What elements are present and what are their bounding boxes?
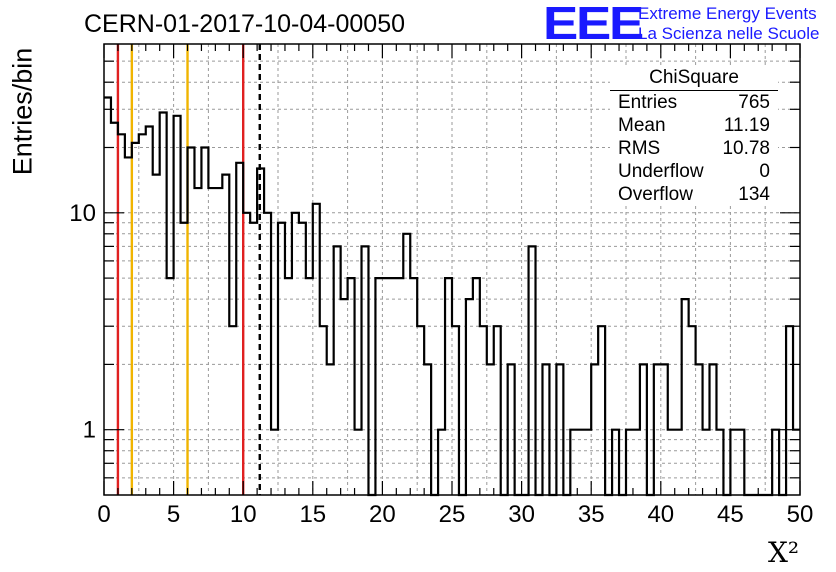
y-tick-label: 1 (83, 417, 96, 444)
y-axis-label: Entries/bin (7, 47, 38, 176)
stats-label: Mean (618, 115, 666, 136)
stats-value: 0 (759, 161, 770, 182)
stats-label: Entries (618, 92, 678, 113)
x-tick-label: 0 (97, 501, 110, 528)
stats-box: ChiSquare Entries 765 Mean 11.19 RMS 10.… (610, 66, 778, 206)
x-tick-labels: 0 5 10 15 20 25 30 35 40 45 50 (97, 501, 813, 528)
y-tick-labels: 1 10 (69, 200, 96, 444)
histogram-outline (104, 96, 800, 497)
stats-row-overflow: Overflow 134 (610, 183, 778, 206)
stats-row-entries: Entries 765 (610, 91, 778, 114)
x-tick-label: 15 (299, 501, 326, 528)
x-tick-label: 30 (508, 501, 535, 528)
x-tick-label: 40 (647, 501, 674, 528)
stats-label: RMS (618, 138, 661, 159)
x-tick-label: 50 (787, 501, 814, 528)
stats-title: ChiSquare (610, 66, 778, 91)
stats-row-mean: Mean 11.19 (610, 114, 778, 137)
stats-value: 11.19 (723, 115, 770, 136)
x-tick-label: 5 (167, 501, 180, 528)
x-tick-label: 45 (717, 501, 744, 528)
marker-lines (116, 44, 261, 495)
stats-value: 765 (738, 92, 770, 113)
x-tick-label: 25 (439, 501, 466, 528)
stats-value: 134 (738, 184, 770, 205)
x-tick-label: 10 (230, 501, 257, 528)
chart-title: CERN-01-2017-10-04-00050 (84, 10, 406, 38)
stats-label: Underflow (618, 161, 704, 182)
stats-label: Overflow (618, 184, 693, 205)
x-axis-label: X² (768, 536, 800, 569)
x-tick-label: 20 (369, 501, 396, 528)
logo-line-1: Extreme Energy Events (638, 4, 817, 23)
eee-logo: EEE (543, 0, 644, 49)
stats-row-underflow: Underflow 0 (610, 160, 778, 183)
y-tick-label: 10 (69, 200, 96, 227)
logo-line-2: La Scienza nelle Scuole (638, 24, 820, 43)
stats-row-rms: RMS 10.78 (610, 137, 778, 160)
stats-value: 10.78 (722, 138, 770, 159)
axis-ticks (103, 44, 801, 495)
x-tick-label: 35 (578, 501, 605, 528)
